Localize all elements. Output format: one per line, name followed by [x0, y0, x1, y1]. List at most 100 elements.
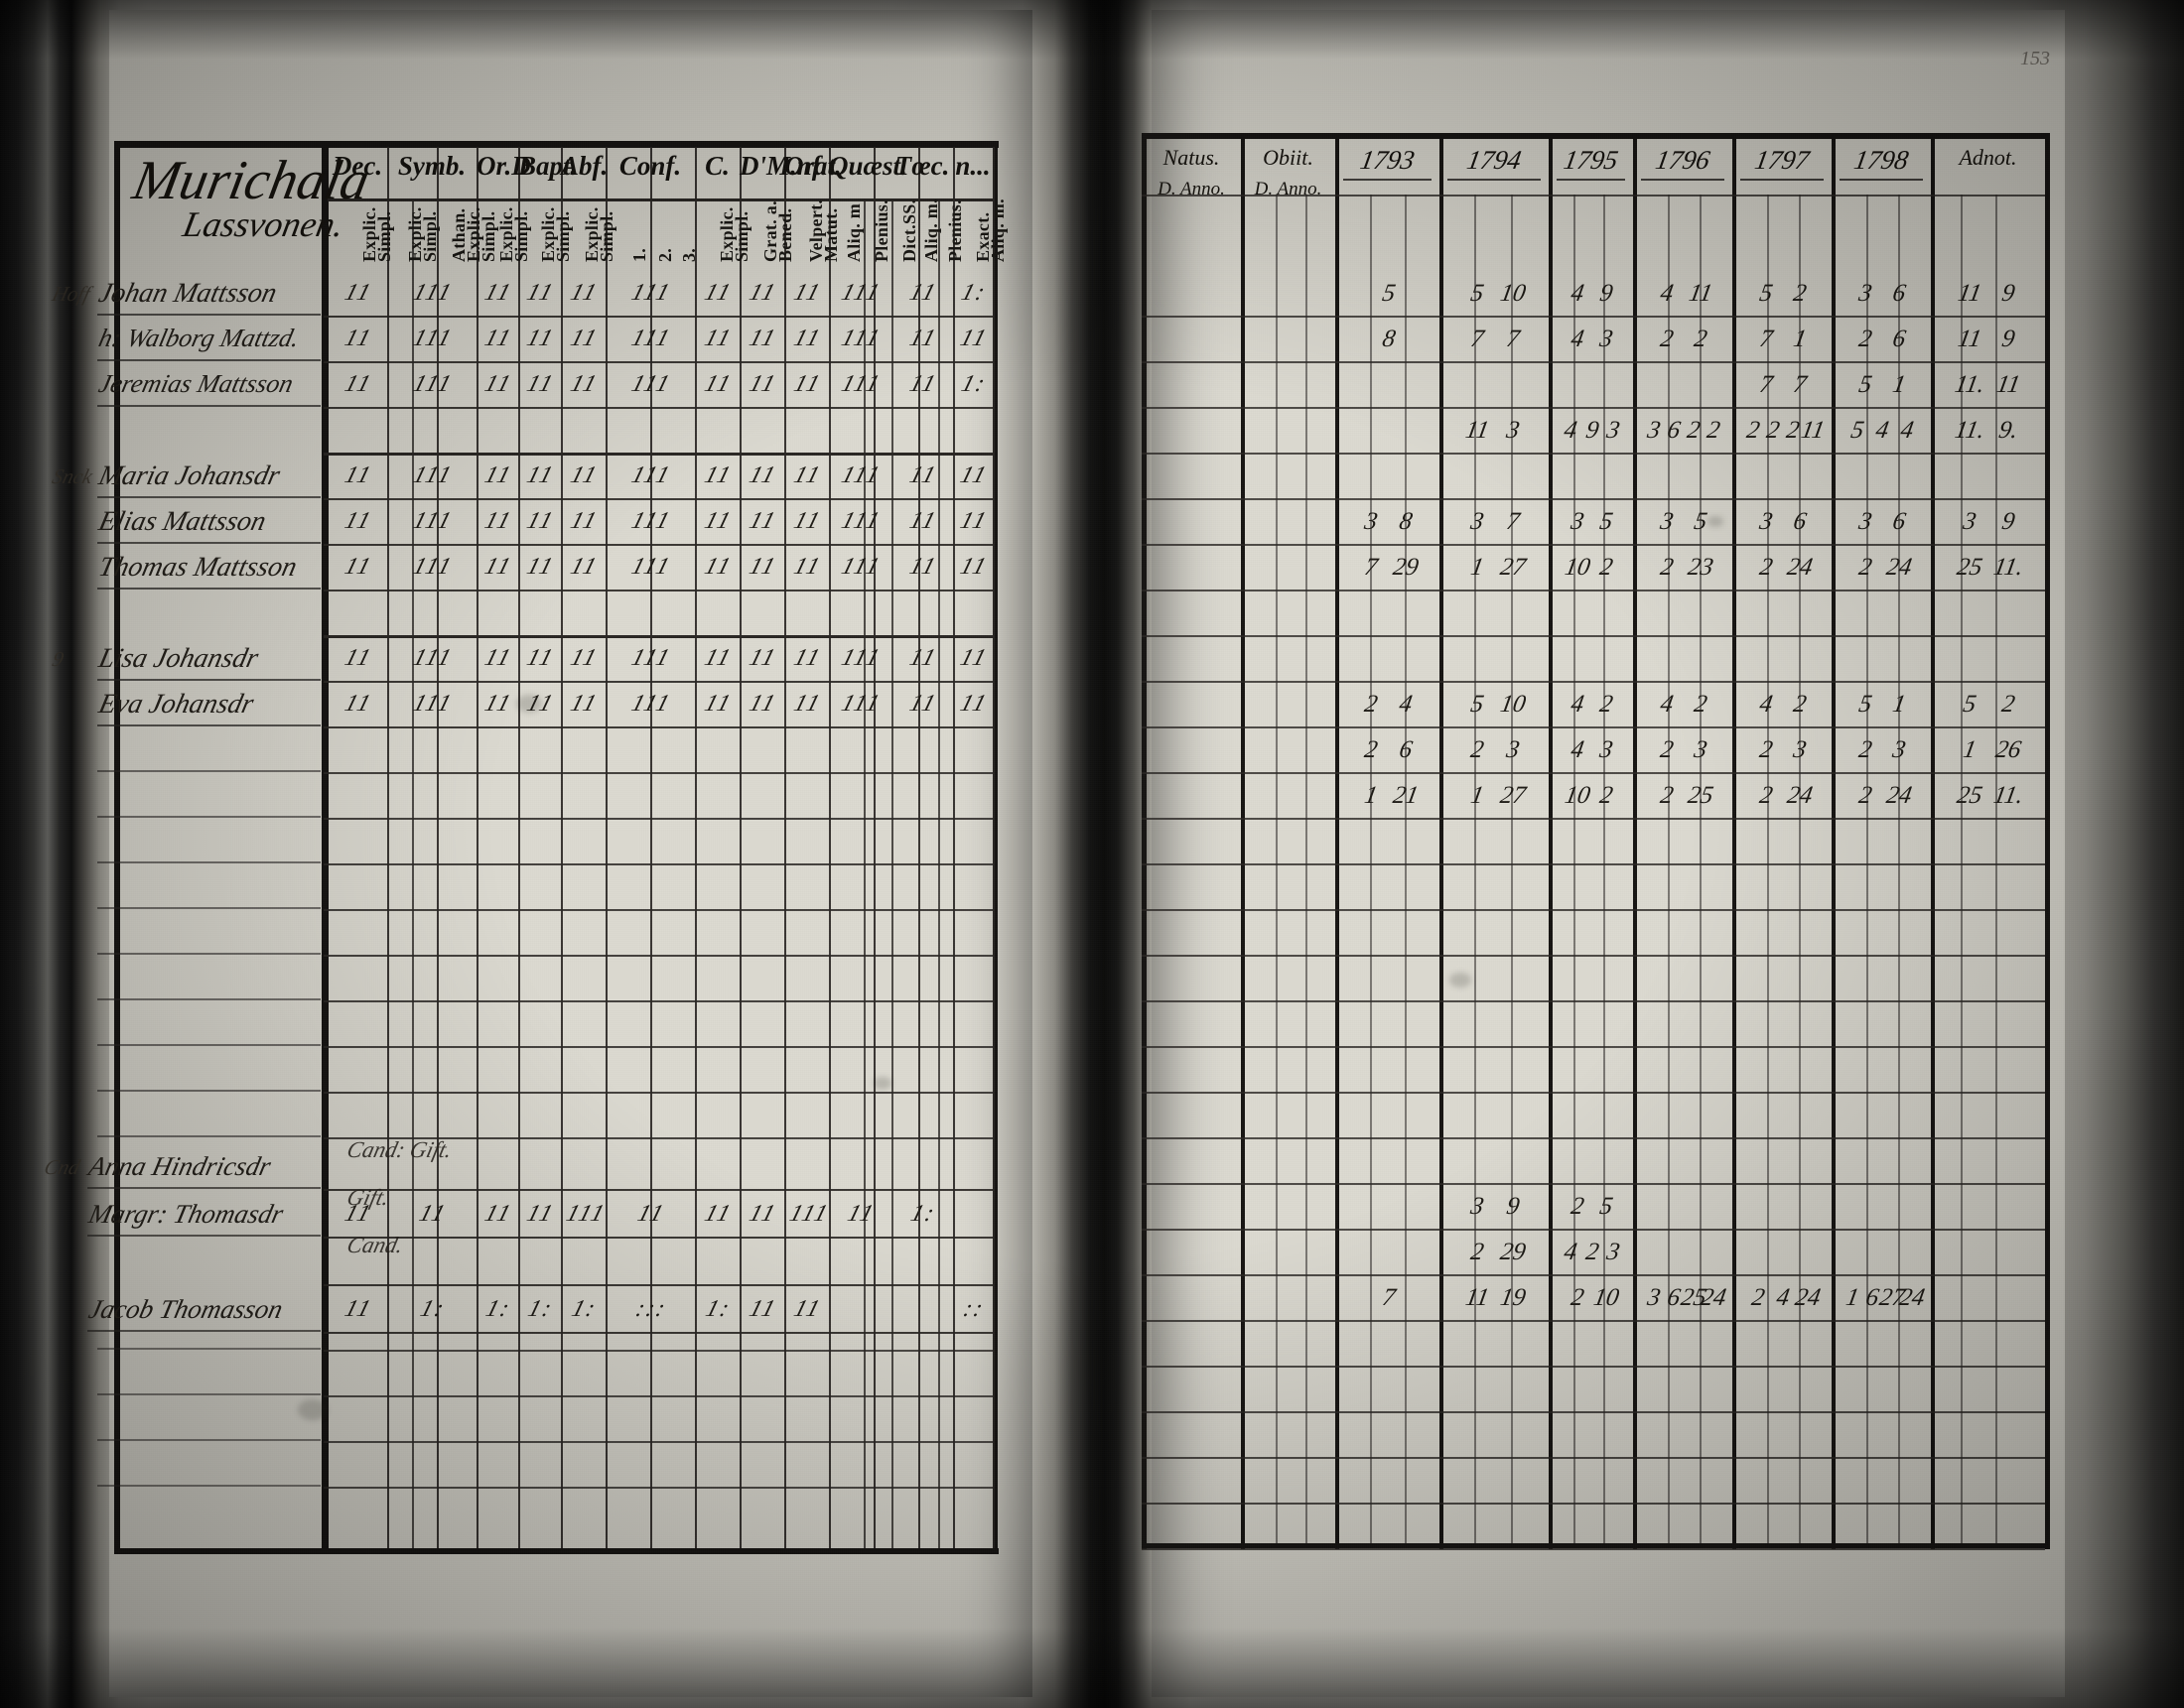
table-rule — [97, 496, 321, 498]
table-rule — [324, 726, 993, 728]
year-value: 1 — [1961, 736, 1979, 763]
year-value: 3 — [1692, 736, 1709, 763]
table-rule — [1142, 1046, 2045, 1048]
table-column-rule — [1668, 195, 1670, 1543]
year-value: 3 — [1890, 736, 1908, 763]
table-column-rule — [1603, 195, 1605, 1543]
year-value: 24 — [1883, 782, 1914, 809]
subcolumn-label: Aliq. m. — [921, 198, 941, 262]
year-value: 9 — [1597, 280, 1615, 307]
tally-cell: 111 — [838, 645, 885, 671]
year-value: 1 — [1791, 326, 1809, 352]
year-value: 9 — [1999, 326, 2017, 352]
tally-cell: 111 — [838, 508, 885, 534]
tally-cell: 1: — [417, 1296, 449, 1322]
table-column-rule — [938, 198, 940, 1548]
table-rule — [1142, 361, 2045, 363]
table-column-rule — [784, 147, 786, 1548]
subcolumn-label: Plenius. — [872, 199, 891, 262]
year-value: 24 — [1784, 782, 1815, 809]
tally-cell: ::: — [632, 1296, 670, 1322]
tally-cell: 111 — [410, 691, 457, 717]
table-rule — [1142, 681, 2045, 683]
table-column-rule — [1474, 195, 1476, 1543]
tally-cell: 11 — [906, 462, 940, 488]
right-column-subheader-0: D. Anno. — [1158, 179, 1225, 199]
table-rule — [1142, 1320, 2045, 1322]
year-column-divider — [1931, 133, 1935, 1549]
table-rule — [1557, 179, 1625, 181]
column-header-3: Bapt. — [518, 151, 578, 181]
year-value: 5 — [1468, 280, 1486, 307]
year-value: 24 — [1699, 1284, 1728, 1311]
year-value: 25 — [1955, 782, 1985, 809]
person-name: Jeremias Mattsson — [95, 369, 297, 398]
year-value: 3 — [1468, 1193, 1486, 1220]
tally-cell: 11 — [906, 645, 940, 671]
year-value: 11 — [1462, 1284, 1491, 1311]
tally-cell: 111 — [410, 645, 457, 671]
year-value: 25 — [1955, 554, 1985, 581]
year-value: 9 — [1504, 1193, 1523, 1220]
tally-cell: 111 — [628, 645, 675, 671]
year-value: 7 — [1468, 326, 1486, 352]
table-rule — [324, 1441, 993, 1443]
year-value: 8 — [1397, 508, 1415, 535]
year-value: 2 — [1757, 782, 1776, 809]
person-name: h: Walborg Mattzd. — [95, 324, 303, 352]
year-value: 2 — [1362, 691, 1380, 718]
year-value: 25 — [1685, 782, 1715, 809]
year-value: 3 — [1504, 736, 1523, 763]
table-column-rule — [695, 147, 697, 1548]
tally-cell: 11 — [906, 508, 940, 534]
table-rule — [324, 1189, 993, 1191]
table-rule — [324, 955, 993, 957]
year-value: 11 — [1462, 417, 1491, 444]
table-column-rule — [918, 147, 920, 1548]
year-value: 27 — [1498, 782, 1529, 809]
table-column-rule — [518, 147, 520, 1548]
year-value: 10 — [1498, 691, 1529, 718]
year-value: 7 — [1362, 554, 1380, 581]
year-value: 24 — [1784, 554, 1815, 581]
table-rule — [87, 1187, 321, 1189]
tally-cell: 111 — [838, 280, 885, 306]
table-rule — [1142, 498, 2045, 500]
table-rule — [1142, 726, 2045, 728]
year-column-divider — [1633, 133, 1637, 1549]
table-rule — [97, 1348, 321, 1350]
tally-cell: 11 — [634, 1201, 668, 1227]
year-value: 2 — [1468, 736, 1486, 763]
person-name: Thomas Mattsson — [95, 552, 301, 583]
year-value: 2 — [1757, 736, 1776, 763]
table-rule — [97, 1090, 321, 1092]
table-column-rule — [740, 147, 742, 1548]
table-column-rule — [874, 147, 876, 1548]
person-name: Eva Johansdr — [95, 689, 257, 720]
table-rule — [97, 588, 321, 590]
year-value: 9. — [1995, 417, 2020, 444]
year-value: 24 — [1897, 1284, 1927, 1311]
year-value: 2 — [1692, 691, 1709, 718]
subcolumn-label: Simpl. — [420, 210, 440, 262]
table-rule — [324, 863, 993, 865]
table-rule — [1142, 1503, 2045, 1505]
table-rule — [1447, 179, 1541, 181]
year-value: 2 — [1757, 554, 1776, 581]
column-header-1: Symb. — [397, 151, 467, 181]
paper-smudge — [1449, 973, 1471, 988]
table-rule — [1142, 955, 2045, 957]
column-header-6: C. — [705, 151, 730, 181]
table-column-rule — [477, 147, 478, 1548]
table-top-border — [114, 141, 999, 148]
tally-cell: 111 — [838, 691, 885, 717]
tally-cell: 11 — [906, 326, 940, 351]
year-value: 3 — [1961, 508, 1979, 535]
year-value: 7 — [1757, 371, 1776, 398]
year-value: 11 — [1956, 280, 1984, 307]
table-rule — [1641, 179, 1724, 181]
table-rule — [1840, 179, 1923, 181]
tally-cell: 111 — [628, 280, 675, 306]
table-rule — [97, 907, 321, 909]
table-rule — [324, 909, 993, 911]
